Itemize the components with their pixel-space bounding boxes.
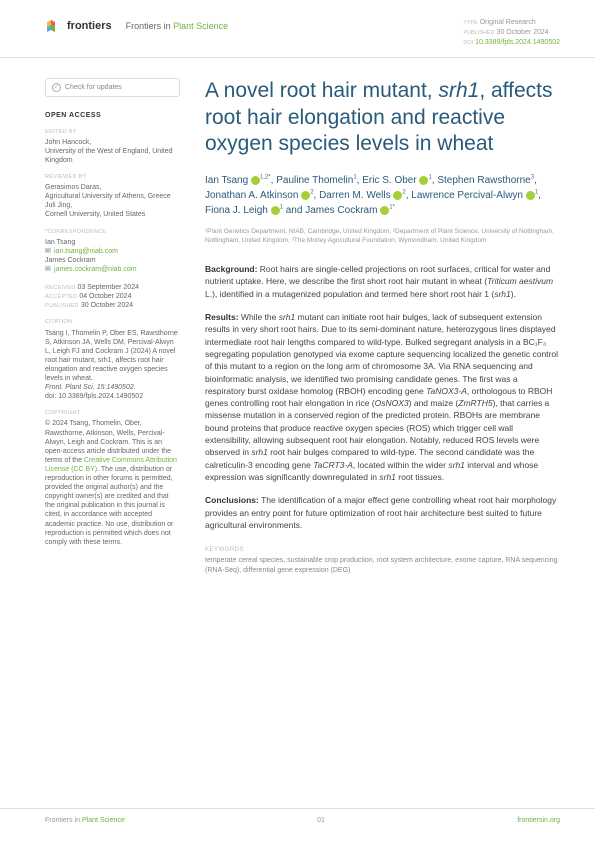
corr-2-name: James Cockram [45,257,96,264]
journal-name-highlight: Plant Science [173,21,228,31]
corr-1-email[interactable]: ian.tsang@niab.com [54,248,118,255]
open-access-heading: OPEN ACCESS [45,111,180,120]
page-footer: Frontiers in Plant Science 01 frontiersi… [0,808,595,824]
footer-link[interactable]: frontiersin.org [517,817,560,824]
email-icon: ✉ [45,265,52,274]
orcid-icon[interactable] [419,176,428,185]
corr-2: James Cockram ✉james.cockram@niab.com [45,256,180,274]
reviewer-1-affil: Agricultural University of Athens, Greec… [45,193,171,200]
bg-label: Background: [205,264,257,274]
corr-1: Ian Tsang ✉ian.tsang@niab.com [45,238,180,256]
conclusions-section: Conclusions: The identification of a maj… [205,494,560,531]
email-icon: ✉ [45,247,52,256]
keywords: temperate cereal species, sustainable cr… [205,556,560,576]
copyright-text: © 2024 Tsang, Thomelin, Ober, Rawsthorne… [45,419,180,546]
edited-by-text: John Hancock, University of the West of … [45,138,180,165]
reviewer-2-affil: Cornell University, United States [45,211,145,218]
res-label: Results: [205,312,239,322]
check-updates-label: Check for updates [65,83,122,92]
edited-label: EDITED BY [45,129,180,136]
copyright-label: COPYRIGHT [45,410,180,417]
reviewer-1: Gerasimos Daras, Agricultural University… [45,183,180,201]
footer-journal-name: Plant Science [82,817,125,824]
logo-section: frontiers Frontiers in Plant Science [45,18,228,34]
accepted-label: ACCEPTED [45,294,77,300]
reviewer-2-name: Juli Jing, [45,202,72,209]
footer-journal: Frontiers in Plant Science [45,817,125,824]
check-icon: ✓ [52,83,61,92]
journal-prefix: Frontiers in [126,21,171,31]
results-section: Results: While the srh1 mutant can initi… [205,311,560,483]
corr-label: *CORRESPONDENCE [45,229,180,236]
received-label: RECEIVED [45,285,76,291]
res-text: While the srh1 mutant can initiate root … [205,312,558,482]
journal-name: Frontiers in Plant Science [126,21,229,31]
main-content: ✓ Check for updates OPEN ACCESS EDITED B… [0,58,595,575]
citation-journal: Front. Plant Sci. 15:1490502. [45,384,136,391]
published-value: 30 October 2024 [81,302,133,309]
article-content: A novel root hair mutant, srh1, affects … [205,78,560,575]
doi-value[interactable]: 10.3389/fpls.2024.1490502 [475,39,560,46]
citation-body: Tsang I, Thomelin P, Ober ES, Rawsthorne… [45,330,178,382]
authors-list: Ian Tsang 1,2*, Pauline Thomelin1, Eric … [205,173,560,218]
orcid-icon[interactable] [301,191,310,200]
type-value: Original Research [480,19,536,26]
reviewed-section: REVIEWED BY Gerasimos Daras, Agricultura… [45,174,180,220]
pub-label: PUBLISHED [463,30,494,36]
affiliations: ¹Plant Genetics Department, NIAB, Cambri… [205,228,560,245]
correspondence-section: *CORRESPONDENCE Ian Tsang ✉ian.tsang@nia… [45,229,180,275]
orcid-icon[interactable] [251,176,260,185]
title-part-1: A novel root hair mutant, [205,79,438,102]
reviewed-label: REVIEWED BY [45,174,180,181]
sidebar: ✓ Check for updates OPEN ACCESS EDITED B… [45,78,180,575]
frontiers-logo-icon [45,18,61,34]
orcid-icon[interactable] [271,206,280,215]
orcid-icon[interactable] [380,206,389,215]
reviewer-2: Juli Jing, Cornell University, United St… [45,201,180,219]
bg-text: Root hairs are single-celled projections… [205,264,553,299]
background-section: Background: Root hairs are single-celled… [205,263,560,300]
article-title: A novel root hair mutant, srh1, affects … [205,78,560,157]
copyright-section: COPYRIGHT © 2024 Tsang, Thomelin, Ober, … [45,410,180,546]
footer-prefix: Frontiers in [45,817,80,824]
orcid-icon[interactable] [526,191,535,200]
header-meta: TYPE Original Research PUBLISHED 30 Octo… [463,18,560,47]
accepted-value: 04 October 2024 [79,293,131,300]
page-header: frontiers Frontiers in Plant Science TYP… [0,0,595,58]
doi-label: DOI [463,40,473,46]
conc-label: Conclusions: [205,495,259,505]
citation-section: CITATION Tsang I, Thomelin P, Ober ES, R… [45,319,180,401]
received-value: 03 September 2024 [77,284,139,291]
keywords-label: KEYWORDS [205,547,560,553]
orcid-icon[interactable] [393,191,402,200]
copyright-rest: . The use, distribution or reproduction … [45,466,173,546]
published-label: PUBLISHED [45,303,79,309]
type-label: TYPE [463,20,477,26]
corr-1-name: Ian Tsang [45,239,75,246]
citation-label: CITATION [45,319,180,326]
editor-affil: University of the West of England, Unite… [45,148,173,164]
dates-section: RECEIVED 03 September 2024 ACCEPTED 04 O… [45,283,180,310]
corr-2-email[interactable]: james.cockram@niab.com [54,266,137,273]
citation-text: Tsang I, Thomelin P, Ober ES, Rawsthorne… [45,329,180,402]
logo-text: frontiers [67,20,112,32]
reviewer-1-name: Gerasimos Daras, [45,184,101,191]
edited-section: EDITED BY John Hancock, University of th… [45,129,180,165]
check-updates-button[interactable]: ✓ Check for updates [45,78,180,97]
title-italic: srh1 [438,79,479,102]
citation-doi: doi: 10.3389/fpls.2024.1490502 [45,393,143,400]
pub-value: 30 October 2024 [497,29,549,36]
editor-name: John Hancock, [45,139,91,146]
footer-page-number: 01 [317,817,325,824]
